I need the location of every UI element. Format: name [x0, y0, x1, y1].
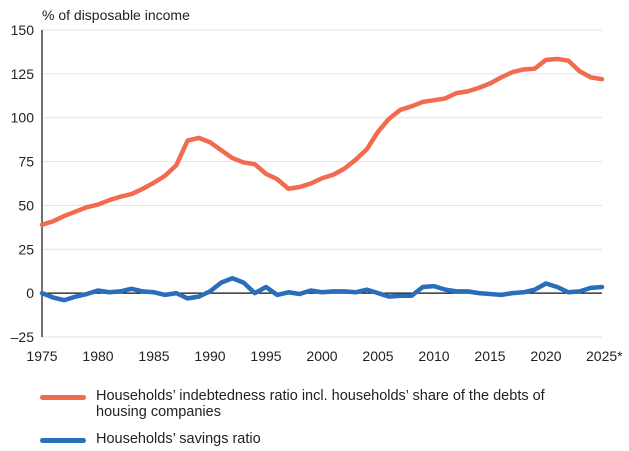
legend-label: Households’ savings ratio: [96, 431, 261, 447]
x-tick-label: 2020: [530, 348, 561, 364]
y-tick-label: 0: [26, 285, 34, 301]
x-tick-label: 1975: [26, 348, 57, 364]
data-line: [39, 275, 605, 303]
x-tick-label: 1980: [82, 348, 113, 364]
legend-swatch: [40, 395, 86, 400]
x-tick-label: 2025*: [586, 348, 623, 364]
legend-swatch: [40, 438, 86, 443]
x-tick-label: 2015: [474, 348, 505, 364]
legend-item: Households’ savings ratio: [40, 431, 600, 447]
y-axis-title: % of disposable income: [42, 7, 190, 23]
x-tick-label: 1990: [194, 348, 225, 364]
y-tick-label: –25: [11, 329, 35, 345]
legend-label: Households’ indebtedness ratio incl. hou…: [96, 388, 545, 420]
legend-item: Households’ indebtedness ratio incl. hou…: [40, 388, 600, 420]
x-tick-label: 1995: [250, 348, 281, 364]
x-tick-label: 2000: [306, 348, 337, 364]
y-tick-label: 50: [18, 197, 34, 213]
y-tick-label: 125: [11, 66, 35, 82]
x-tick-label: 2010: [418, 348, 449, 364]
y-tick-label: 75: [18, 154, 34, 170]
x-tick-label: 2005: [362, 348, 393, 364]
x-tick-label: 1985: [138, 348, 169, 364]
y-tick-label: 25: [18, 241, 34, 257]
y-tick-label: 100: [11, 110, 35, 126]
data-line: [39, 56, 605, 227]
chart: % of disposable income –25 0 25 50 75 100 125 1…: [11, 7, 624, 364]
y-tick-label: 150: [11, 22, 35, 38]
